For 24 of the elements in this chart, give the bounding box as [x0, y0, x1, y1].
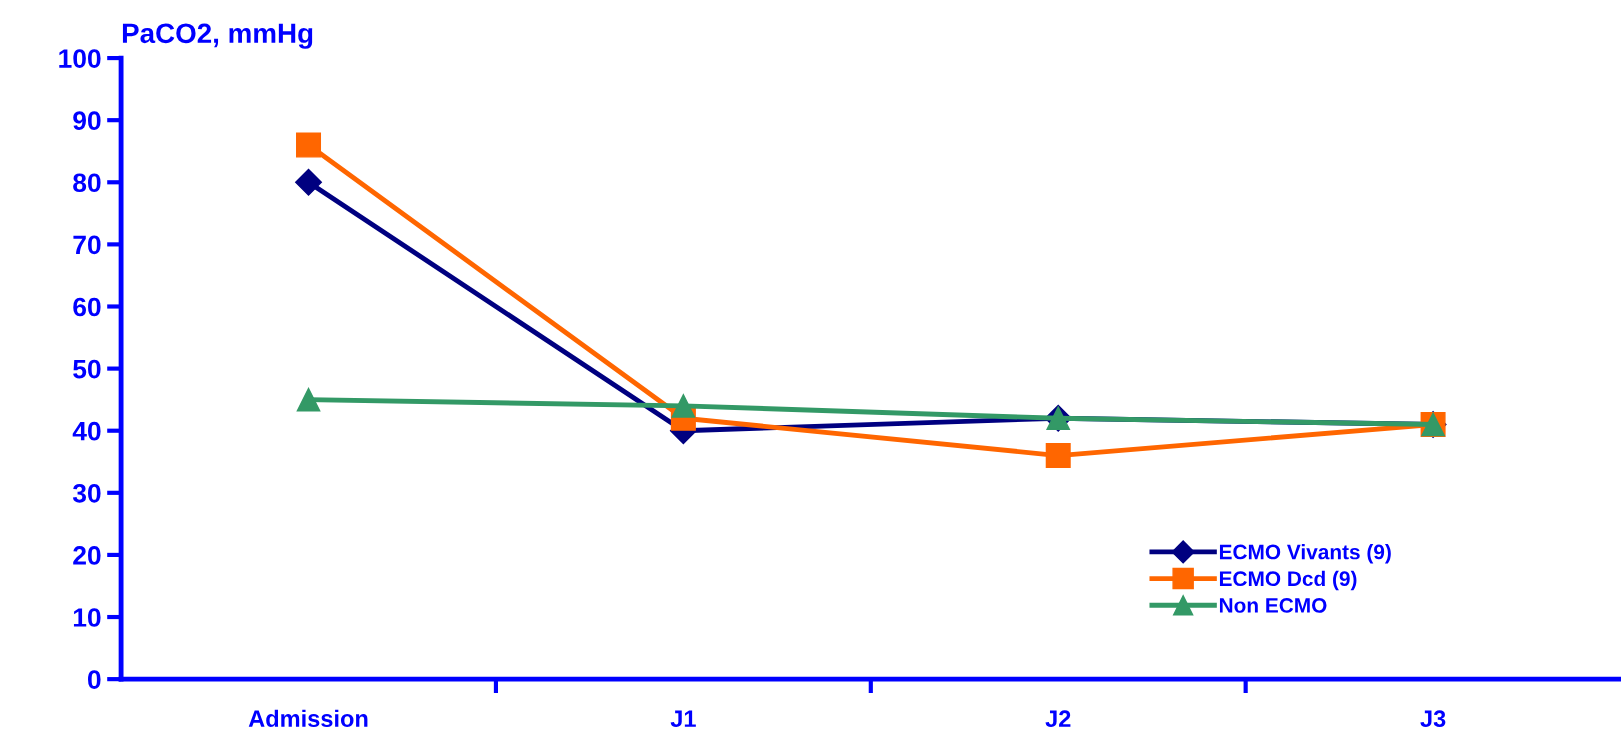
legend-label: ECMO Dcd (9)	[1219, 570, 1357, 591]
y-tick-label: 30	[72, 483, 101, 503]
x-tick-label: J3	[1420, 710, 1446, 728]
legend-label: ECMO Vivants (9)	[1219, 544, 1391, 564]
y-axis-title: PaCO2, mmHg	[122, 23, 313, 49]
y-tick-label: 10	[73, 608, 101, 627]
y-tick-label: 70	[73, 235, 101, 255]
y-tick-label: 60	[73, 297, 101, 317]
point	[671, 394, 696, 418]
x-tick-label: Admission	[248, 709, 368, 728]
y-tick-label: 100	[59, 49, 101, 68]
x-tick-label: J2	[1045, 710, 1071, 728]
y-tick-label: 20	[73, 546, 101, 565]
y-tick-label: 40	[72, 421, 101, 441]
point	[296, 387, 321, 412]
y-tick-label: 80	[73, 173, 101, 193]
y-tick-label: 90	[73, 111, 101, 130]
legend-label: Non ECMO	[1219, 598, 1327, 613]
point	[295, 168, 322, 196]
point	[296, 132, 322, 158]
y-tick-label: 50	[73, 359, 101, 379]
point	[1045, 443, 1071, 469]
y-tick-label: 0	[88, 670, 101, 689]
x-tick-label: J1	[670, 710, 696, 728]
